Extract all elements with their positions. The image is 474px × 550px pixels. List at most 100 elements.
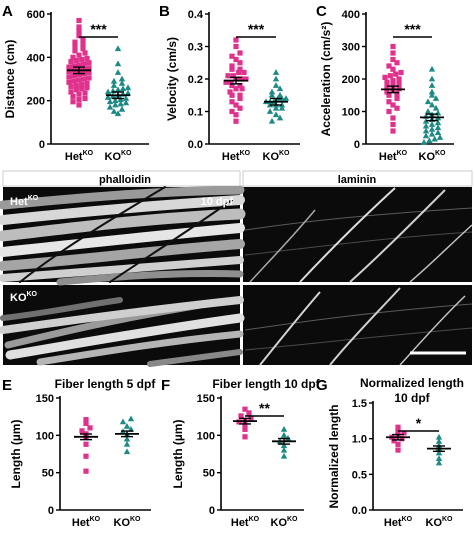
x-tick-label-text: KO <box>271 517 288 529</box>
data-point-square <box>390 102 396 108</box>
data-point-square <box>386 92 392 98</box>
data-point-triangle <box>426 137 433 144</box>
y-tick-label: 0.1 <box>188 107 203 119</box>
data-point-square <box>81 66 87 72</box>
x-tick-label-superscript: KO <box>121 150 132 157</box>
data-point-triangle <box>278 104 286 111</box>
data-point-square <box>76 72 82 78</box>
data-point-triangle <box>106 103 114 110</box>
data-point-triangle <box>428 121 436 127</box>
x-tick-label-superscript: KO <box>402 516 413 523</box>
data-point-square <box>76 62 82 68</box>
data-point-triangle <box>422 127 430 134</box>
x-tick-label-superscript: KO <box>90 516 101 523</box>
data-point-square <box>66 68 72 75</box>
x-tick-label: KOKO <box>426 516 454 529</box>
data-point-square <box>394 105 400 111</box>
data-point-triangle <box>432 95 440 101</box>
y-tick-label: 0.3 <box>188 42 203 54</box>
data-point-square <box>71 63 77 69</box>
data-point-square <box>66 74 72 80</box>
data-point-square <box>72 39 78 45</box>
data-point-triangle <box>122 99 130 106</box>
data-point-square <box>229 53 235 59</box>
data-point-triangle <box>428 130 436 137</box>
significance-label: ** <box>259 400 270 416</box>
chart-title: Fiber length 5 dpf <box>55 377 157 391</box>
data-point-triangle <box>272 69 280 75</box>
data-point-square <box>241 69 247 76</box>
data-point-triangle <box>280 442 288 449</box>
y-tick-label: 200 <box>342 74 360 86</box>
data-point-triangle <box>112 101 119 108</box>
data-point-square <box>76 77 82 83</box>
data-point-square <box>79 428 85 434</box>
data-point-square <box>396 81 402 87</box>
data-point-square <box>242 426 248 432</box>
data-point-square <box>382 74 388 80</box>
data-point-triangle <box>280 452 288 459</box>
chart-panel-e: E Fiber length 5 dpf 0 50 100 150 Length (µm) H… <box>2 377 156 529</box>
data-point-triangle <box>114 45 122 52</box>
column-header-phalloidin: phalloidin <box>99 174 151 186</box>
data-point-square <box>76 102 82 108</box>
data-point-triangle <box>119 418 127 425</box>
data-point-square <box>393 71 399 77</box>
y-tick-label: 150 <box>197 393 215 405</box>
data-point-square <box>76 28 82 34</box>
significance-label: * <box>416 415 422 431</box>
chart-subtitle: 10 dpf <box>394 391 430 405</box>
x-tick-label-superscript: KO <box>249 516 260 523</box>
data-point-triangle <box>280 431 288 438</box>
x-tick-label-text: KO <box>105 151 122 163</box>
data-point-square <box>237 95 243 102</box>
panel-letter-f: F <box>161 377 170 394</box>
x-tick-label-text: KO <box>114 517 131 529</box>
x-tick-label: HetKO <box>65 150 94 163</box>
data-point-square <box>72 43 78 50</box>
y-tick-label: 0 <box>354 139 360 151</box>
data-point-square <box>242 434 248 440</box>
data-point-square <box>395 447 401 453</box>
panel-d: D <box>0 168 473 367</box>
x-tick-label-superscript: KO <box>279 150 290 157</box>
data-point-triangle <box>123 435 131 442</box>
x-tick-label-superscript: KO <box>287 516 298 523</box>
data-point-square <box>80 37 86 43</box>
data-point-square <box>86 75 92 81</box>
laminin-het-texture <box>244 187 473 283</box>
data-point-triangle <box>434 129 442 136</box>
data-point-triangle <box>435 455 443 462</box>
y-tick-label: 50 <box>203 468 215 480</box>
data-point-triangle <box>432 104 440 111</box>
y-tick-label: 400 <box>342 9 360 21</box>
data-point-triangle <box>123 422 131 429</box>
data-point-triangle <box>124 89 132 96</box>
data-point-square <box>86 65 92 71</box>
data-point-square <box>401 430 407 436</box>
data-point-square <box>230 73 236 79</box>
time-label: 10 dpf <box>201 196 234 208</box>
data-point-square <box>238 413 244 419</box>
data-point-square <box>80 41 86 47</box>
data-point-triangle <box>272 75 280 82</box>
x-tick-label-superscript: KO <box>130 516 141 523</box>
x-tick-label: HetKO <box>231 516 260 529</box>
y-axis-label: Distance (cm) <box>3 40 17 119</box>
data-point-triangle <box>127 425 135 432</box>
data-point-square <box>84 85 90 91</box>
x-tick-label: KOKO <box>105 150 133 163</box>
data-point-triangle <box>428 75 436 82</box>
x-tick-label: KOKO <box>271 516 299 529</box>
header-strip-left <box>2 170 241 187</box>
y-tick-label: 0.0 <box>188 139 203 151</box>
data-point-square <box>76 33 82 39</box>
data-point-triangle <box>268 88 276 95</box>
data-point-square <box>83 420 89 426</box>
data-point-square <box>82 95 88 102</box>
x-tick-label: KOKO <box>114 516 142 529</box>
panel-letter-a: A <box>2 3 13 20</box>
data-point-triangle <box>114 110 122 117</box>
data-point-square <box>84 55 90 62</box>
